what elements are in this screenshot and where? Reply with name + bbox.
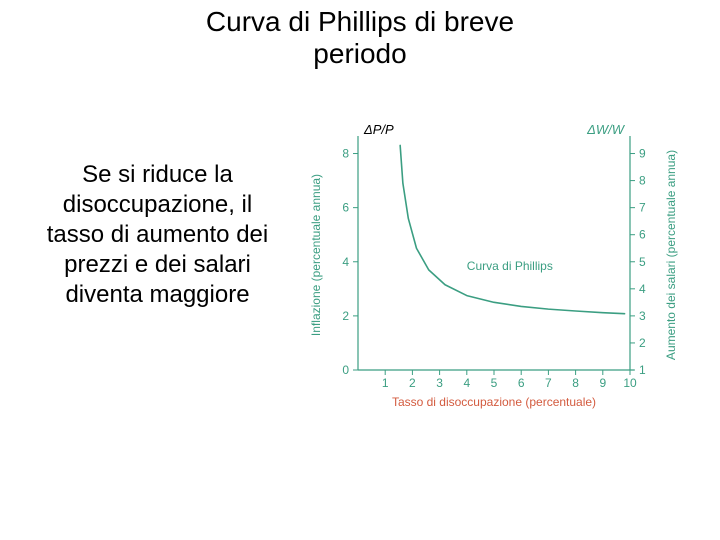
svg-text:4: 4 xyxy=(463,376,470,390)
svg-text:6: 6 xyxy=(342,201,349,215)
svg-text:Curva di Phillips: Curva di Phillips xyxy=(467,259,553,273)
svg-text:1: 1 xyxy=(639,363,646,377)
svg-text:Inflazione (percentuale annua): Inflazione (percentuale annua) xyxy=(309,174,323,336)
svg-text:3: 3 xyxy=(639,309,646,323)
svg-text:4: 4 xyxy=(639,282,646,296)
svg-text:5: 5 xyxy=(639,255,646,269)
svg-text:8: 8 xyxy=(639,174,646,188)
svg-text:9: 9 xyxy=(599,376,606,390)
svg-text:7: 7 xyxy=(639,201,646,215)
svg-text:Aumento dei salari (percentual: Aumento dei salari (percentuale annua) xyxy=(664,150,678,360)
phillips-chart: 1 2 3 4 5 6 7 8 9 10 0 2 4 6 8 1 2 3 4 5 6 7 8 9 ΔP/P ΔW/W Inflazi… xyxy=(300,120,695,430)
svg-text:Tasso di disoccupazione (perce: Tasso di disoccupazione (percentuale) xyxy=(392,395,596,409)
svg-text:5: 5 xyxy=(491,376,498,390)
svg-text:10: 10 xyxy=(623,376,637,390)
svg-text:2: 2 xyxy=(639,336,646,350)
svg-text:8: 8 xyxy=(572,376,579,390)
title-line-2: periodo xyxy=(313,38,406,69)
svg-text:0: 0 xyxy=(342,363,349,377)
svg-text:3: 3 xyxy=(436,376,443,390)
svg-text:ΔW/W: ΔW/W xyxy=(586,122,626,137)
svg-text:7: 7 xyxy=(545,376,552,390)
svg-text:1: 1 xyxy=(382,376,389,390)
svg-text:6: 6 xyxy=(639,228,646,242)
slide-title: Curva di Phillips di breve periodo xyxy=(0,6,720,70)
svg-text:9: 9 xyxy=(639,147,646,161)
svg-text:ΔP/P: ΔP/P xyxy=(363,122,394,137)
svg-text:2: 2 xyxy=(409,376,416,390)
side-description: Se si riduce la disoccupazione, il tasso… xyxy=(35,160,280,310)
svg-text:6: 6 xyxy=(518,376,525,390)
svg-text:8: 8 xyxy=(342,147,349,161)
svg-text:4: 4 xyxy=(342,255,349,269)
title-line-1: Curva di Phillips di breve xyxy=(206,6,514,37)
svg-text:2: 2 xyxy=(342,309,349,323)
